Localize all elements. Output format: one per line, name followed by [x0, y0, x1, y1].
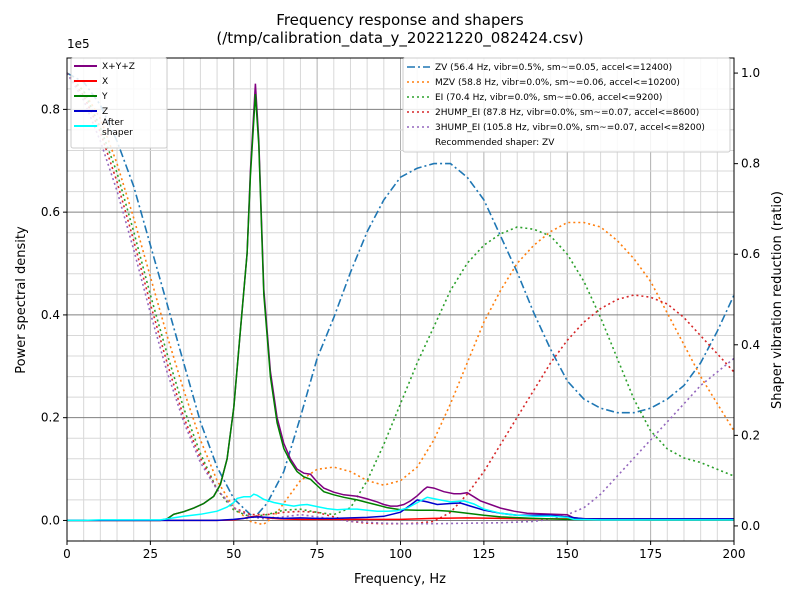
legend-shaper-box — [402, 57, 731, 153]
psd-line-3 — [67, 499, 734, 522]
shaper-line-1 — [66, 72, 735, 526]
x-tick-label: 25 — [143, 547, 158, 561]
x-tick-label: 150 — [556, 547, 579, 561]
legend-shaper-label-1: MZV (58.8 Hz, vibr=0.0%, sm~=0.06, accel… — [435, 78, 680, 88]
y2-axis-label: Shaper vibration reduction (ratio) — [770, 191, 785, 409]
shaper-line-4 — [66, 72, 735, 525]
y-axis-ticks: 0.0 0.2 0.4 0.6 0.8 — [41, 102, 67, 527]
legend-psd-label-line: shaper — [102, 128, 133, 138]
x-tick-label: 100 — [389, 547, 412, 561]
legend-shaper-label-4: 3HUMP_EI (105.8 Hz, vibr=0.0%, sm~=0.07,… — [435, 123, 705, 133]
legend-psd-label-line: X — [102, 77, 108, 87]
recommended-shaper-text: Recommended shaper: ZV — [435, 138, 555, 148]
y-tick-label: 0.4 — [41, 308, 60, 322]
chart-subtitle: (/tmp/calibration_data_y_20221220_082424… — [216, 29, 583, 48]
x-axis-label: Frequency, Hz — [354, 572, 446, 587]
legend-shaper-label-0: ZV (56.4 Hz, vibr=0.5%, sm~=0.05, accel<… — [435, 63, 672, 73]
y-tick-label: 0.0 — [41, 513, 60, 527]
shaper-series-group — [66, 72, 735, 526]
shaper-line-2 — [66, 72, 735, 518]
x-tick-label: 0 — [63, 547, 71, 561]
y2-axis-ticks: 0.0 0.2 0.4 0.6 0.8 1.0 — [734, 66, 760, 533]
x-tick-label: 125 — [472, 547, 495, 561]
chart-title: Frequency response and shapers — [276, 11, 524, 29]
y-axis-offset-label: 1e5 — [67, 37, 90, 51]
legend-shaper: ZV (56.4 Hz, vibr=0.5%, sm~=0.05, accel<… — [402, 57, 731, 153]
y2-tick-label: 0.2 — [741, 428, 760, 442]
x-tick-label: 50 — [226, 547, 241, 561]
y-tick-label: 0.2 — [41, 411, 60, 425]
y2-tick-label: 0.8 — [741, 157, 760, 171]
legend-psd-label-4: After shaper — [102, 118, 133, 138]
shaper-line-0 — [66, 72, 735, 518]
y2-tick-label: 0.0 — [741, 519, 760, 533]
x-axis-ticks: 0 25 50 75 100 125 150 175 200 — [63, 541, 745, 561]
x-tick-label: 200 — [723, 547, 746, 561]
legend-psd-label-line: X+Y+Z — [102, 62, 135, 72]
y-tick-label: 0.6 — [41, 205, 60, 219]
y2-tick-label: 0.4 — [741, 338, 760, 352]
psd-line-2 — [67, 93, 734, 522]
legend-psd-label-3: Z — [102, 107, 108, 117]
y2-tick-label: 1.0 — [741, 66, 760, 80]
x-tick-label: 75 — [309, 547, 324, 561]
psd-series-group — [67, 83, 735, 522]
shaper-line-3 — [66, 72, 735, 525]
legend-psd-label-1: X — [102, 77, 108, 87]
y-axis-label: Power spectral density — [14, 226, 29, 374]
legend-psd-label-line: Y — [101, 92, 108, 102]
y-tick-label: 0.8 — [41, 102, 60, 116]
legend-shaper-label-2: EI (70.4 Hz, vibr=0.0%, sm~=0.06, accel<… — [435, 93, 662, 103]
legend-psd-label-0: X+Y+Z — [102, 62, 135, 72]
x-tick-label: 175 — [639, 547, 662, 561]
y2-tick-label: 0.6 — [741, 247, 760, 261]
psd-line-4 — [67, 493, 734, 522]
legend-psd-label-line: Z — [102, 107, 108, 117]
legend-shaper-label-3: 2HUMP_EI (87.8 Hz, vibr=0.0%, sm~=0.07, … — [435, 108, 699, 118]
legend-psd-label-line: After — [102, 118, 124, 128]
legend-psd-label-2: Y — [101, 92, 108, 102]
